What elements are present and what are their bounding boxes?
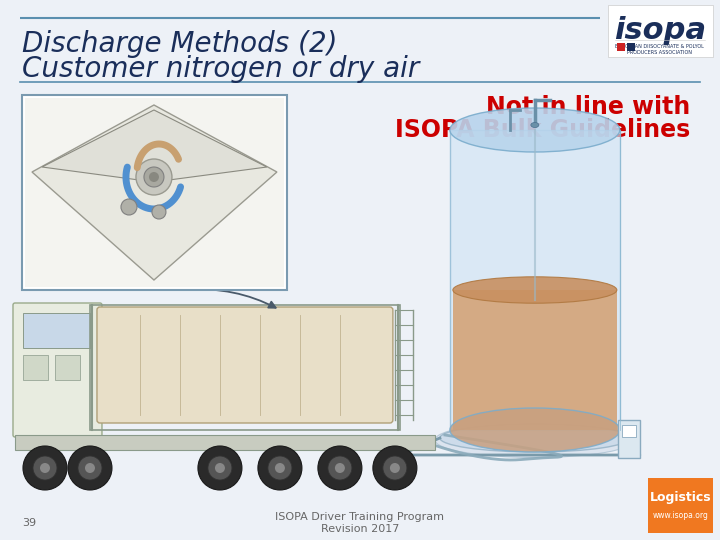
Ellipse shape [453, 277, 617, 303]
Text: Discharge Methods (2): Discharge Methods (2) [22, 30, 338, 58]
Bar [450, 130, 620, 430]
Bar [622, 425, 636, 437]
Circle shape [136, 159, 172, 195]
Polygon shape [32, 105, 277, 280]
Text: ISOPA Driver Training Program
Revision 2017: ISOPA Driver Training Program Revision 2… [275, 512, 444, 534]
Polygon shape [42, 110, 267, 182]
Circle shape [23, 446, 67, 490]
Text: isopa: isopa [613, 16, 706, 45]
Bar [608, 5, 713, 57]
Bar [618, 420, 640, 458]
Circle shape [68, 446, 112, 490]
Ellipse shape [450, 108, 620, 152]
Circle shape [85, 463, 95, 473]
Bar [23, 355, 48, 380]
Circle shape [268, 456, 292, 480]
Circle shape [33, 456, 57, 480]
Circle shape [144, 167, 164, 187]
Circle shape [335, 463, 345, 473]
Ellipse shape [450, 408, 620, 452]
Text: www.isopa.org: www.isopa.org [652, 511, 708, 521]
Circle shape [328, 456, 352, 480]
Circle shape [373, 446, 417, 490]
FancyBboxPatch shape [13, 303, 102, 437]
Circle shape [383, 456, 407, 480]
Circle shape [258, 446, 302, 490]
Bar [23, 313, 90, 348]
Bar [627, 43, 635, 51]
Circle shape [149, 172, 159, 182]
Bar [453, 290, 617, 430]
FancyBboxPatch shape [97, 307, 393, 423]
Bar [22, 95, 287, 290]
Circle shape [390, 463, 400, 473]
Circle shape [275, 463, 285, 473]
Text: Not in line with: Not in line with [485, 95, 690, 119]
Circle shape [215, 463, 225, 473]
Circle shape [40, 463, 50, 473]
Bar [90, 305, 400, 430]
Bar [55, 355, 80, 380]
Bar [15, 435, 435, 450]
Circle shape [152, 205, 166, 219]
Circle shape [78, 456, 102, 480]
Text: Logistics: Logistics [649, 491, 711, 504]
Text: PRODUCERS ASSOCIATION: PRODUCERS ASSOCIATION [627, 50, 693, 55]
Bar [648, 478, 713, 533]
Circle shape [121, 199, 137, 215]
Circle shape [208, 456, 232, 480]
Ellipse shape [440, 424, 630, 452]
Bar [25, 98, 284, 287]
Ellipse shape [435, 422, 635, 457]
Text: Customer nitrogen or dry air: Customer nitrogen or dry air [22, 55, 419, 83]
Text: EUROPEAN DIISOCYANATE & POLYOL: EUROPEAN DIISOCYANATE & POLYOL [616, 44, 704, 49]
Circle shape [198, 446, 242, 490]
Ellipse shape [531, 123, 539, 127]
Circle shape [318, 446, 362, 490]
Text: 39: 39 [22, 518, 36, 528]
Bar [617, 43, 625, 51]
Text: ISOPA Bulk Guidelines: ISOPA Bulk Guidelines [395, 118, 690, 142]
